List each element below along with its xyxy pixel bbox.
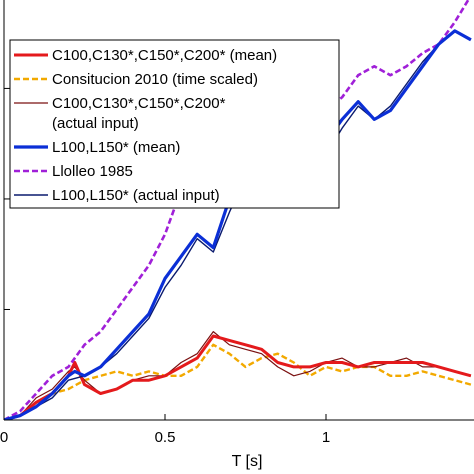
- legend-label-2-line-2: (actual input): [52, 115, 139, 132]
- axes-layer: [3, 0, 474, 421]
- legend: C100,C130*,C150*,C200* (mean) Consitucion…: [9, 39, 340, 209]
- legend-label-2: C100,C130*,C150*,C200*: [52, 95, 226, 112]
- series-line-1: [4, 343, 472, 420]
- legend-label-5: L100,L150* (actual input): [52, 187, 220, 204]
- x-axis-label: T [s]: [232, 453, 263, 470]
- ticks-layer: 0 0.5 1: [0, 87, 330, 446]
- series-line-0: [4, 334, 472, 420]
- legend-label-0: C100,C130*,C150*,C200* (mean): [52, 47, 277, 64]
- legend-label-1: Consitucion 2010 (time scaled): [52, 71, 258, 88]
- legend-box: [9, 39, 340, 209]
- x-tick-label-1: 0.5: [155, 429, 176, 446]
- legend-entries: C100,C130*,C150*,C200* (mean) Consitucion…: [14, 47, 277, 204]
- x-tick-label-2: 1: [322, 429, 330, 446]
- x-tick-label-0: 0: [0, 429, 8, 446]
- legend-label-4: Llolleo 1985: [52, 163, 133, 180]
- legend-label-3: L100,L150* (mean): [52, 139, 180, 156]
